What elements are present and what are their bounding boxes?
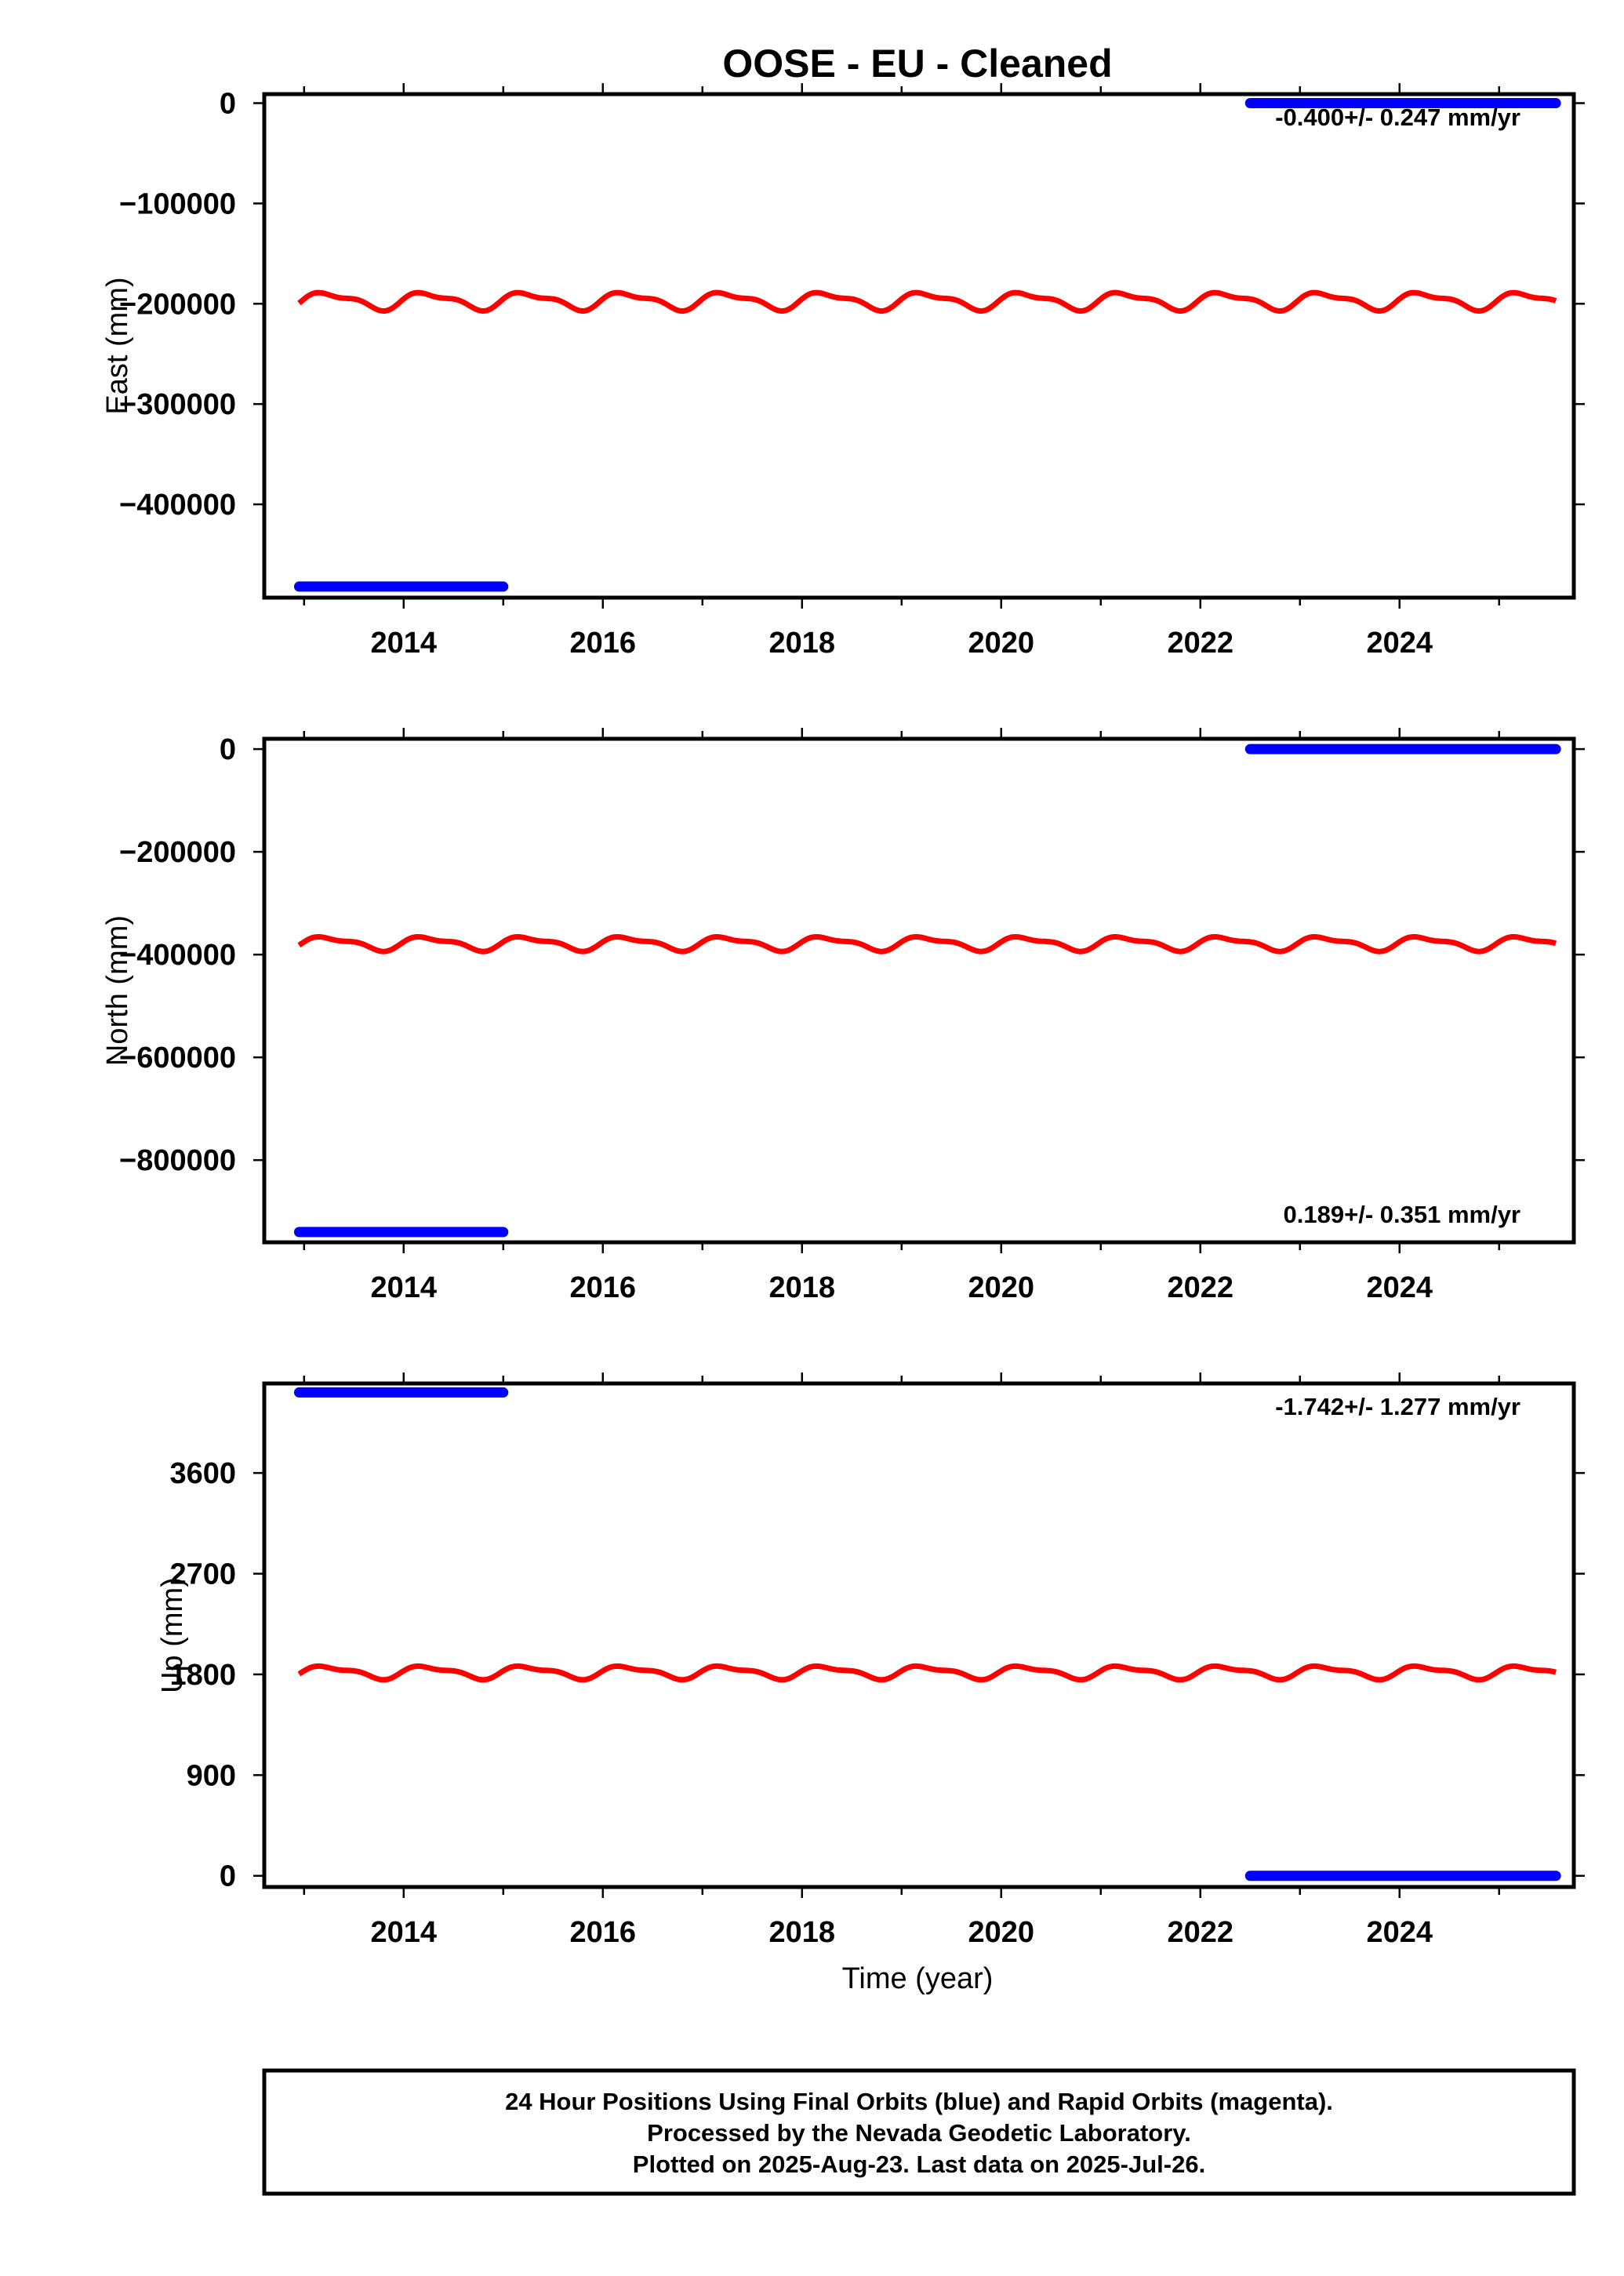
east-x-tick-label-2014: 2014 [371, 627, 438, 660]
north-x-tick-label-2024: 2024 [1366, 1271, 1433, 1304]
north-x-tick-label-2018: 2018 [769, 1271, 836, 1304]
north-y-axis-label: North (mm) [101, 915, 134, 1066]
east-plot-frame [262, 92, 1576, 600]
footer-line-1: 24 Hour Positions Using Final Orbits (bl… [505, 2088, 1333, 2115]
up-x-tick-label-2014: 2014 [371, 1916, 438, 1949]
east-y-axis-label: East (mm) [101, 277, 134, 414]
east-rate-label: -0.400+/- 0.247 mm/yr [1275, 104, 1520, 131]
up-y-tick-label-0: 0 [220, 1860, 236, 1893]
x-axis-label: Time (year) [842, 1962, 994, 1995]
up-y-tick-label-3: 2700 [169, 1558, 236, 1591]
north-model-curve [297, 934, 1557, 954]
north-y-tick-label-0: 0 [220, 733, 236, 766]
up-y-tick-label-1: 900 [187, 1759, 236, 1792]
north-y-tick-label-1: −200000 [119, 836, 236, 869]
panel-up: 2014 2016 2018 2020 2022 2024 0 900 1800 2700 3600… [156, 1373, 1585, 1949]
up-x-tick-label-2024: 2024 [1366, 1916, 1433, 1949]
north-rate-label: 0.189+/- 0.351 mm/yr [1284, 1201, 1520, 1228]
north-x-tick-label-2022: 2022 [1167, 1271, 1233, 1304]
east-y-tick-label-1: −100000 [119, 187, 236, 220]
east-x-tick-label-2022: 2022 [1167, 627, 1233, 660]
north-y-tick-label-2: −400000 [119, 939, 236, 972]
north-y-tick-label-3: −600000 [119, 1042, 236, 1074]
east-model-curve [297, 289, 1557, 314]
north-x-tick-label-2014: 2014 [371, 1271, 438, 1304]
up-rate-label: -1.742+/- 1.277 mm/yr [1275, 1393, 1520, 1420]
up-y-tick-label-4: 3600 [169, 1457, 236, 1490]
east-y-tick-label-0: 0 [220, 88, 236, 121]
north-x-tick-label-2020: 2020 [968, 1271, 1034, 1304]
east-x-tick-label-2016: 2016 [570, 627, 637, 660]
footer-box [262, 2068, 1576, 2196]
up-x-tick-label-2022: 2022 [1167, 1916, 1233, 1949]
panel-north: 2014 2016 2018 2020 2022 2024 0 −200000 −400000 −… [101, 728, 1585, 1304]
east-y-tick-label-3: −300000 [119, 388, 236, 421]
panels: 2014 2016 2018 2020 2022 2024 0 −100000 −200000 −… [101, 83, 1585, 1949]
east-y-tick-label-2: −200000 [119, 288, 236, 321]
footer-line-3: Plotted on 2025-Aug-23. Last data on 202… [633, 2151, 1205, 2178]
footer-line-2: Processed by the Nevada Geodetic Laborat… [647, 2119, 1191, 2147]
east-x-tick-label-2024: 2024 [1366, 627, 1433, 660]
up-x-tick-label-2018: 2018 [769, 1916, 836, 1949]
north-x-tick-label-2016: 2016 [570, 1271, 637, 1304]
up-x-tick-label-2020: 2020 [968, 1916, 1034, 1949]
up-x-tick-label-2016: 2016 [570, 1916, 637, 1949]
up-y-axis-label: Up (mm) [156, 1577, 189, 1693]
figure-title: OOSE - EU - Cleaned [722, 42, 1112, 85]
north-plot-frame [262, 736, 1576, 1245]
east-x-tick-label-2020: 2020 [968, 627, 1034, 660]
east-x-tick-label-2018: 2018 [769, 627, 836, 660]
up-plot-frame [262, 1381, 1576, 1889]
up-y-tick-label-2: 1800 [169, 1659, 236, 1692]
north-y-tick-label-4: −800000 [119, 1144, 236, 1177]
panel-east: 2014 2016 2018 2020 2022 2024 0 −100000 −200000 −… [101, 83, 1585, 660]
up-model-curve [297, 1663, 1557, 1683]
east-y-tick-label-4: −400000 [119, 489, 236, 522]
